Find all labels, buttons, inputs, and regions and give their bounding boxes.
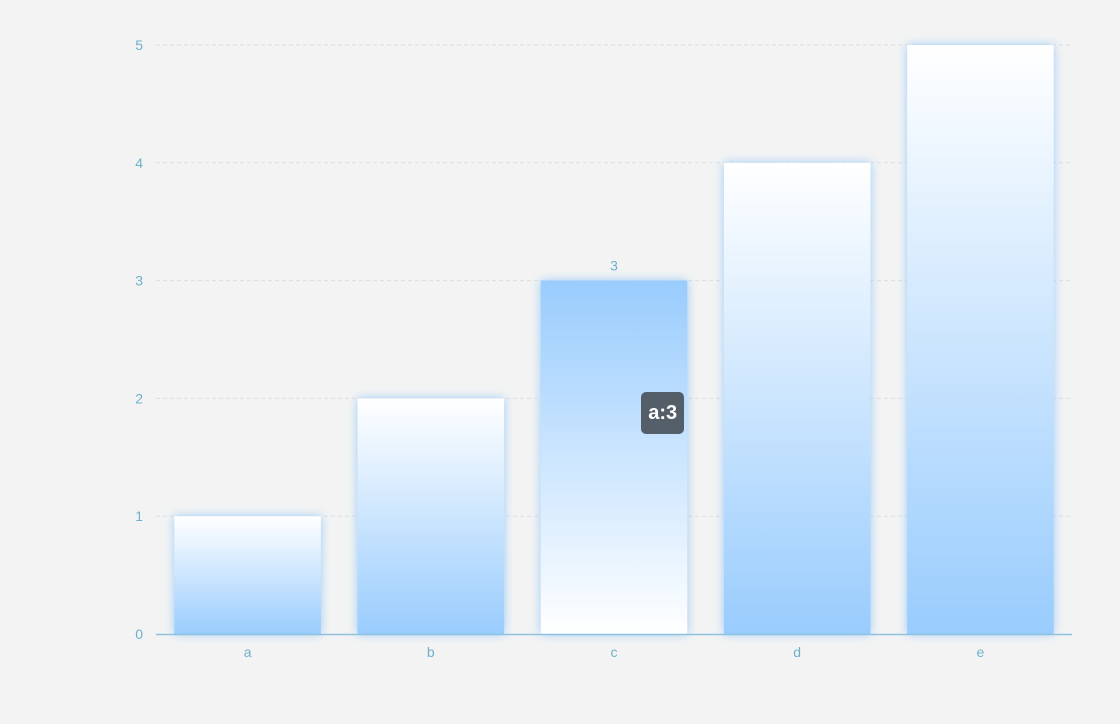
x-axis-ticks: a b c d e	[244, 644, 985, 660]
bar-b[interactable]	[357, 398, 505, 634]
y-axis-ticks: 0 1 2 3 4 5	[135, 37, 143, 642]
x-tick-label: e	[977, 644, 985, 660]
bar-c[interactable]	[540, 280, 688, 634]
x-tick-label: c	[611, 644, 618, 660]
tooltip-text: a:3	[648, 402, 678, 425]
bar-d[interactable]	[723, 162, 871, 635]
bars	[174, 45, 1054, 635]
data-label: 3	[610, 258, 618, 274]
y-tick-label: 2	[135, 390, 143, 406]
x-tick-label: b	[427, 644, 435, 660]
y-tick-label: 3	[135, 273, 143, 289]
y-tick-label: 1	[135, 508, 143, 524]
data-labels: 3	[610, 258, 618, 274]
y-tick-label: 4	[135, 155, 143, 171]
y-tick-label: 0	[135, 626, 143, 642]
tooltip: a:3	[641, 392, 685, 435]
x-tick-label: d	[793, 644, 801, 660]
bar-e[interactable]	[907, 45, 1054, 634]
bar-a[interactable]	[174, 516, 321, 634]
y-tick-label: 5	[135, 37, 143, 53]
x-tick-label: a	[244, 644, 252, 660]
